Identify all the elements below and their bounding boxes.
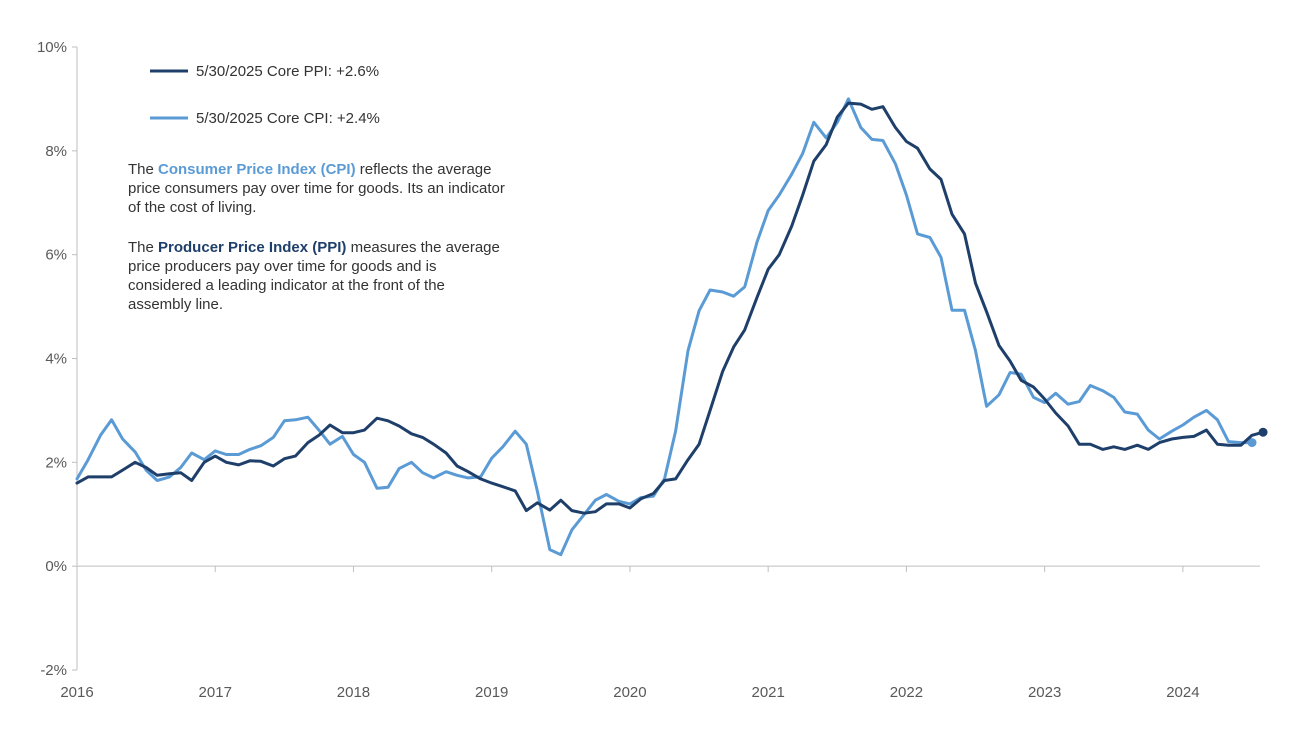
- cpi-note-term: Consumer Price Index (CPI): [158, 161, 356, 178]
- series-layer: [75, 97, 1268, 557]
- ppi-note: The Producer Price Index (PPI) measures …: [128, 238, 508, 314]
- x-tick-label: 2016: [60, 684, 93, 701]
- ppi-note-term: Producer Price Index (PPI): [158, 239, 347, 256]
- x-tick-label: 2020: [613, 684, 646, 701]
- ppi-series-line: [75, 101, 1265, 515]
- y-tick-label: 8%: [45, 143, 67, 160]
- ppi-note-body: measures the average price producers pay…: [128, 239, 500, 313]
- x-tick-label: 2018: [337, 684, 370, 701]
- legend-ppi-label: 5/30/2025 Core PPI: +2.6%: [196, 63, 379, 80]
- x-axis-ticks: 2016 2017 2018 2019 2020 2021 2022 2023 2024: [60, 566, 1200, 701]
- x-tick-label: 2017: [199, 684, 232, 701]
- cpi-note-prefix: The: [128, 161, 159, 178]
- ppi-end-marker: [1258, 427, 1268, 437]
- ppi-note-prefix: The: [128, 239, 159, 256]
- y-tick-label: 6%: [45, 247, 67, 264]
- x-tick-label: 2019: [475, 684, 508, 701]
- y-tick-label: 2%: [45, 454, 67, 471]
- y-axis-ticks: -2% 0% 2% 4% 6% 8% 10%: [37, 39, 77, 679]
- x-tick-label: 2022: [890, 684, 923, 701]
- y-tick-label: 0%: [45, 558, 67, 575]
- cpi-note: The Consumer Price Index (CPI) reflects …: [128, 160, 508, 217]
- y-tick-label: -2%: [40, 662, 67, 679]
- x-tick-label: 2023: [1028, 684, 1061, 701]
- y-tick-label: 10%: [37, 39, 67, 56]
- cpi-series-line: [75, 97, 1254, 557]
- cpi-note-body: reflects the average price consumers pay…: [128, 161, 505, 216]
- x-tick-label: 2024: [1166, 684, 1199, 701]
- x-tick-label: 2021: [751, 684, 784, 701]
- legend-cpi-label: 5/30/2025 Core CPI: +2.4%: [196, 110, 380, 127]
- cpi-end-marker: [1247, 438, 1257, 448]
- legend: 5/30/2025 Core PPI: +2.6% 5/30/2025 Core…: [150, 63, 380, 127]
- y-tick-label: 4%: [45, 351, 67, 368]
